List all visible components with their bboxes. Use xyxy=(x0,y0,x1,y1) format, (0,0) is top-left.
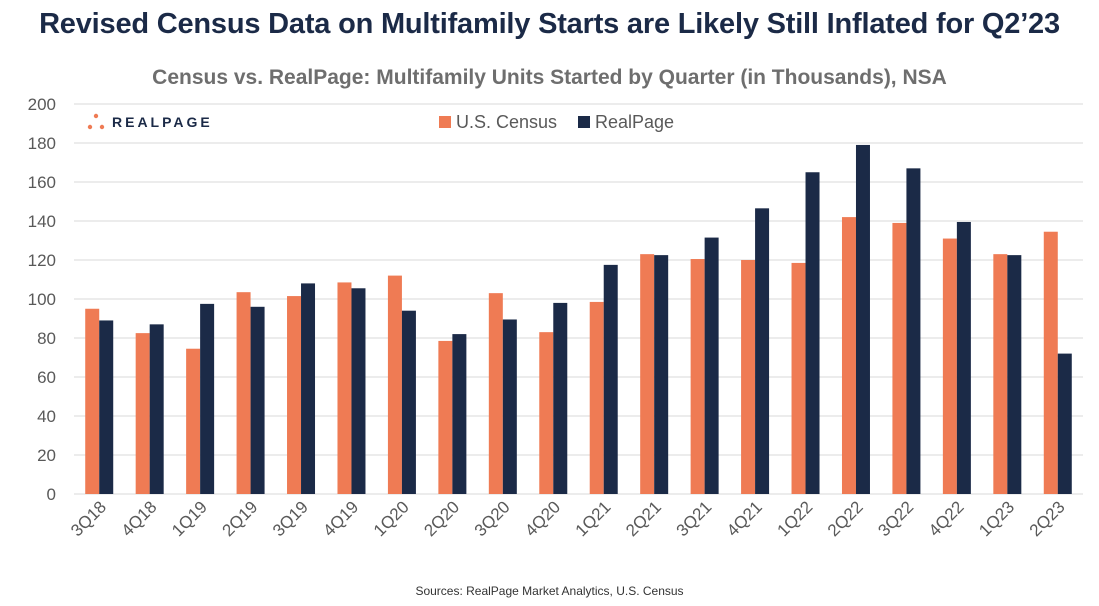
legend-label-census: U.S. Census xyxy=(456,112,557,132)
legend-swatch-census xyxy=(439,116,451,128)
y-axis-ticks: 0 20 40 60 80 100 120 140 160 180 200 xyxy=(28,95,56,504)
bars xyxy=(85,144,1072,494)
x-tick-label: 1Q21 xyxy=(572,497,615,540)
x-tick-label: 1Q23 xyxy=(975,497,1018,540)
bar-census xyxy=(438,340,453,494)
x-tick-label: 3Q19 xyxy=(269,497,312,540)
bar-realpage xyxy=(805,172,820,494)
bar-census xyxy=(589,301,604,494)
bar-realpage xyxy=(301,283,316,494)
bar-realpage xyxy=(1007,255,1022,494)
x-axis-ticks: 3Q18 4Q18 1Q19 2Q19 3Q19 4Q19 1Q20 2Q20 3Q20 4Q20… xyxy=(67,497,1068,540)
bar-census xyxy=(135,333,150,494)
legend-label-realpage: RealPage xyxy=(595,112,674,132)
y-tick-label: 40 xyxy=(37,407,56,426)
bar-census xyxy=(841,217,856,494)
x-tick-label: 2Q19 xyxy=(219,497,262,540)
y-tick-label: 100 xyxy=(28,290,56,309)
bar-census xyxy=(942,238,957,494)
y-tick-label: 80 xyxy=(37,329,56,348)
x-tick-label: 3Q20 xyxy=(471,497,514,540)
bar-realpage xyxy=(401,310,416,494)
bar-realpage xyxy=(654,255,669,494)
bar-census xyxy=(337,282,352,494)
x-tick-label: 4Q19 xyxy=(319,497,362,540)
bar-realpage xyxy=(351,288,366,494)
bar-realpage xyxy=(452,334,467,494)
x-tick-label: 2Q21 xyxy=(622,497,665,540)
bar-realpage xyxy=(603,264,618,494)
logo-text: REALPAGE xyxy=(112,114,213,130)
bar-census xyxy=(387,275,402,494)
bar-realpage xyxy=(502,319,517,494)
x-tick-label: 1Q20 xyxy=(370,497,413,540)
bar-realpage xyxy=(956,221,971,494)
bar-realpage xyxy=(1057,353,1072,494)
x-tick-label: 4Q22 xyxy=(925,497,968,540)
y-tick-label: 60 xyxy=(37,368,56,387)
x-tick-label: 4Q21 xyxy=(723,497,766,540)
bar-census xyxy=(539,332,554,494)
bar-realpage xyxy=(855,144,870,494)
bar-census xyxy=(791,262,806,494)
y-tick-label: 200 xyxy=(28,95,56,114)
bar-census xyxy=(640,254,655,494)
chart-title: Revised Census Data on Multifamily Start… xyxy=(39,8,1060,40)
gridlines xyxy=(74,103,1083,495)
bar-realpage xyxy=(906,168,921,494)
y-tick-label: 180 xyxy=(28,134,56,153)
bar-realpage xyxy=(755,208,770,494)
chart-subtitle: Census vs. RealPage: Multifamily Units S… xyxy=(152,66,947,89)
y-tick-label: 160 xyxy=(28,173,56,192)
bar-census xyxy=(741,260,756,494)
x-tick-label: 2Q23 xyxy=(1026,497,1069,540)
bar-census xyxy=(85,308,100,494)
bar-census xyxy=(488,293,503,494)
bar-census xyxy=(690,259,705,494)
logo-dots-icon xyxy=(87,113,105,130)
bar-census xyxy=(287,296,302,494)
x-tick-label: 3Q21 xyxy=(673,497,716,540)
x-tick-label: 2Q22 xyxy=(824,497,867,540)
y-tick-label: 120 xyxy=(28,251,56,270)
x-tick-label: 3Q18 xyxy=(67,497,110,540)
legend: U.S. Census RealPage xyxy=(439,112,674,132)
x-tick-label: 1Q22 xyxy=(774,497,817,540)
y-tick-label: 0 xyxy=(47,485,56,504)
x-tick-label: 3Q22 xyxy=(874,497,917,540)
bar-census xyxy=(993,254,1008,494)
bar-census xyxy=(186,348,201,494)
bar-census xyxy=(892,222,907,494)
bar-census xyxy=(1043,231,1058,494)
y-tick-label: 140 xyxy=(28,212,56,231)
x-tick-label: 4Q18 xyxy=(118,497,161,540)
bar-realpage xyxy=(250,306,265,494)
x-tick-label: 4Q20 xyxy=(521,497,564,540)
legend-swatch-realpage xyxy=(578,116,590,128)
bar-realpage xyxy=(99,320,114,494)
realpage-logo: REALPAGE xyxy=(86,112,213,132)
bar-census xyxy=(236,292,251,494)
bar-realpage xyxy=(200,303,215,494)
source-note: Sources: RealPage Market Analytics, U.S.… xyxy=(415,584,684,598)
bar-realpage xyxy=(704,237,719,494)
bar-realpage xyxy=(149,324,164,494)
x-tick-label: 2Q20 xyxy=(420,497,463,540)
y-tick-label: 20 xyxy=(37,446,56,465)
x-tick-label: 1Q19 xyxy=(168,497,211,540)
bar-realpage xyxy=(553,302,568,494)
